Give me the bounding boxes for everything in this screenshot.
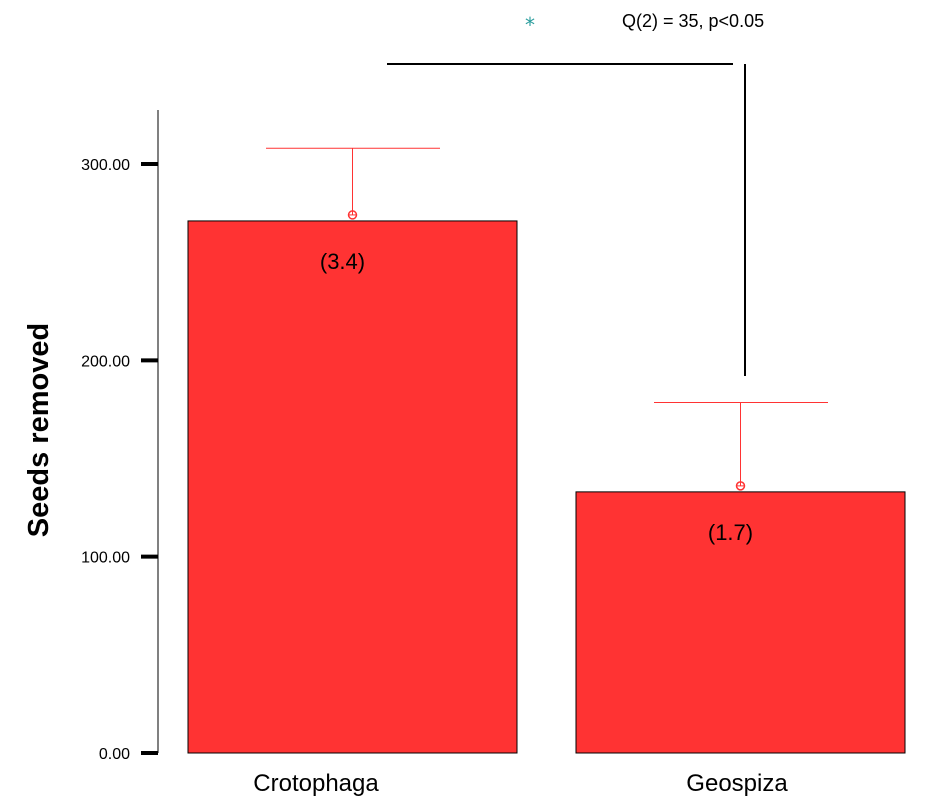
significance-star: * xyxy=(525,13,535,37)
y-tick-label: 200.00 xyxy=(81,353,130,370)
y-tick-label: 100.00 xyxy=(81,550,130,567)
category-label: Crotophaga xyxy=(253,770,379,797)
category-labels: Crotophaga Geospiza xyxy=(253,770,788,797)
y-axis: 0.00 100.00 200.00 300.00 xyxy=(81,110,159,763)
bar-crotophaga xyxy=(187,220,518,754)
category-label: Geospiza xyxy=(686,770,788,797)
bar-geospiza xyxy=(575,491,906,754)
y-axis-title: Seeds removed xyxy=(23,323,55,537)
y-tick-label: 0.00 xyxy=(99,746,130,763)
bar-value-label: (1.7) xyxy=(708,520,753,545)
significance-bracket xyxy=(387,63,746,376)
y-ticks: 0.00 100.00 200.00 300.00 xyxy=(81,157,158,763)
significance-text: Q(2) = 35, p<0.05 xyxy=(622,11,764,31)
y-tick-label: 300.00 xyxy=(81,157,130,174)
bar-value-label: (3.4) xyxy=(320,249,365,274)
bars: (3.4) (1.7) xyxy=(187,147,906,754)
